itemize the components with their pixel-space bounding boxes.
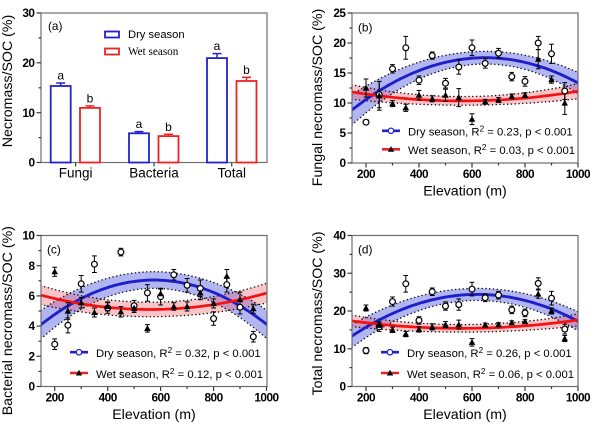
svg-text:25: 25 xyxy=(333,6,346,20)
svg-text:8: 8 xyxy=(28,259,35,273)
svg-text:0: 0 xyxy=(28,380,35,394)
svg-text:(d): (d) xyxy=(358,243,372,257)
svg-text:Wet season, R2 = 0.12, p < 0.0: Wet season, R2 = 0.12, p < 0.001 xyxy=(96,367,263,381)
svg-text:Total necromass/SOC (%): Total necromass/SOC (%) xyxy=(310,232,326,396)
svg-text:600: 600 xyxy=(463,391,482,405)
svg-text:20: 20 xyxy=(333,304,346,318)
svg-text:40: 40 xyxy=(333,229,346,243)
svg-text:b: b xyxy=(87,91,94,105)
svg-text:200: 200 xyxy=(46,391,65,405)
svg-text:400: 400 xyxy=(410,391,429,405)
svg-text:1000: 1000 xyxy=(566,391,591,405)
svg-text:2: 2 xyxy=(28,349,35,363)
svg-text:10: 10 xyxy=(22,106,35,120)
svg-text:Elevation (m): Elevation (m) xyxy=(112,407,196,423)
svg-text:200: 200 xyxy=(357,391,376,405)
svg-text:a: a xyxy=(136,117,143,131)
svg-text:Bacteria: Bacteria xyxy=(129,166,179,181)
svg-text:Elevation (m): Elevation (m) xyxy=(423,184,507,200)
svg-text:0: 0 xyxy=(28,156,35,170)
svg-text:0: 0 xyxy=(339,380,346,394)
svg-text:1000: 1000 xyxy=(254,391,279,405)
svg-text:10: 10 xyxy=(333,96,346,110)
svg-text:a: a xyxy=(57,69,64,83)
svg-text:600: 600 xyxy=(152,391,171,405)
svg-text:400: 400 xyxy=(410,167,429,181)
svg-text:15: 15 xyxy=(333,66,346,80)
svg-text:(c): (c) xyxy=(47,243,61,257)
svg-text:600: 600 xyxy=(463,167,482,181)
svg-text:Dry season: Dry season xyxy=(128,29,185,41)
svg-text:800: 800 xyxy=(516,391,535,405)
svg-text:4: 4 xyxy=(28,319,35,333)
svg-text:b: b xyxy=(165,120,172,134)
svg-text:30: 30 xyxy=(333,266,346,280)
svg-text:Necromass/SOC (%): Necromass/SOC (%) xyxy=(0,15,16,147)
svg-text:Wet season, R2 = 0.06, p < 0.0: Wet season, R2 = 0.06, p < 0.001 xyxy=(407,367,574,381)
svg-text:Wet season: Wet season xyxy=(128,46,179,58)
svg-text:Fungal necromass/SOC (%): Fungal necromass/SOC (%) xyxy=(310,9,326,186)
svg-text:20: 20 xyxy=(22,56,35,70)
svg-text:20: 20 xyxy=(333,36,346,50)
svg-text:b: b xyxy=(243,63,250,77)
svg-text:800: 800 xyxy=(516,167,535,181)
svg-text:6: 6 xyxy=(28,289,35,303)
svg-text:800: 800 xyxy=(205,391,224,405)
svg-text:a: a xyxy=(214,39,221,53)
svg-text:30: 30 xyxy=(22,6,35,20)
svg-text:Dry season, R2 = 0.23, p < 0.0: Dry season, R2 = 0.23, p < 0.001 xyxy=(408,125,573,139)
svg-text:200: 200 xyxy=(357,167,376,181)
svg-text:Dry season, R2 = 0.26, p < 0.0: Dry season, R2 = 0.26, p < 0.001 xyxy=(407,346,572,360)
svg-text:Dry season, R2 = 0.32, p < 0.0: Dry season, R2 = 0.32, p < 0.001 xyxy=(96,346,261,360)
svg-text:0: 0 xyxy=(339,156,346,170)
svg-text:Elevation (m): Elevation (m) xyxy=(423,407,507,423)
svg-text:1000: 1000 xyxy=(566,167,591,181)
svg-text:10: 10 xyxy=(333,342,346,356)
svg-text:Fungi: Fungi xyxy=(59,166,93,181)
svg-text:5: 5 xyxy=(339,126,346,140)
svg-text:(a): (a) xyxy=(48,19,62,33)
svg-text:Bacterial necromass/SOC (%): Bacterial necromass/SOC (%) xyxy=(0,226,16,415)
svg-text:10: 10 xyxy=(22,229,35,243)
svg-text:(b): (b) xyxy=(358,21,372,35)
svg-text:Wet season, R2 = 0.03, p < 0.0: Wet season, R2 = 0.03, p < 0.001 xyxy=(408,143,575,157)
svg-text:Total: Total xyxy=(217,166,246,181)
svg-text:400: 400 xyxy=(99,391,118,405)
